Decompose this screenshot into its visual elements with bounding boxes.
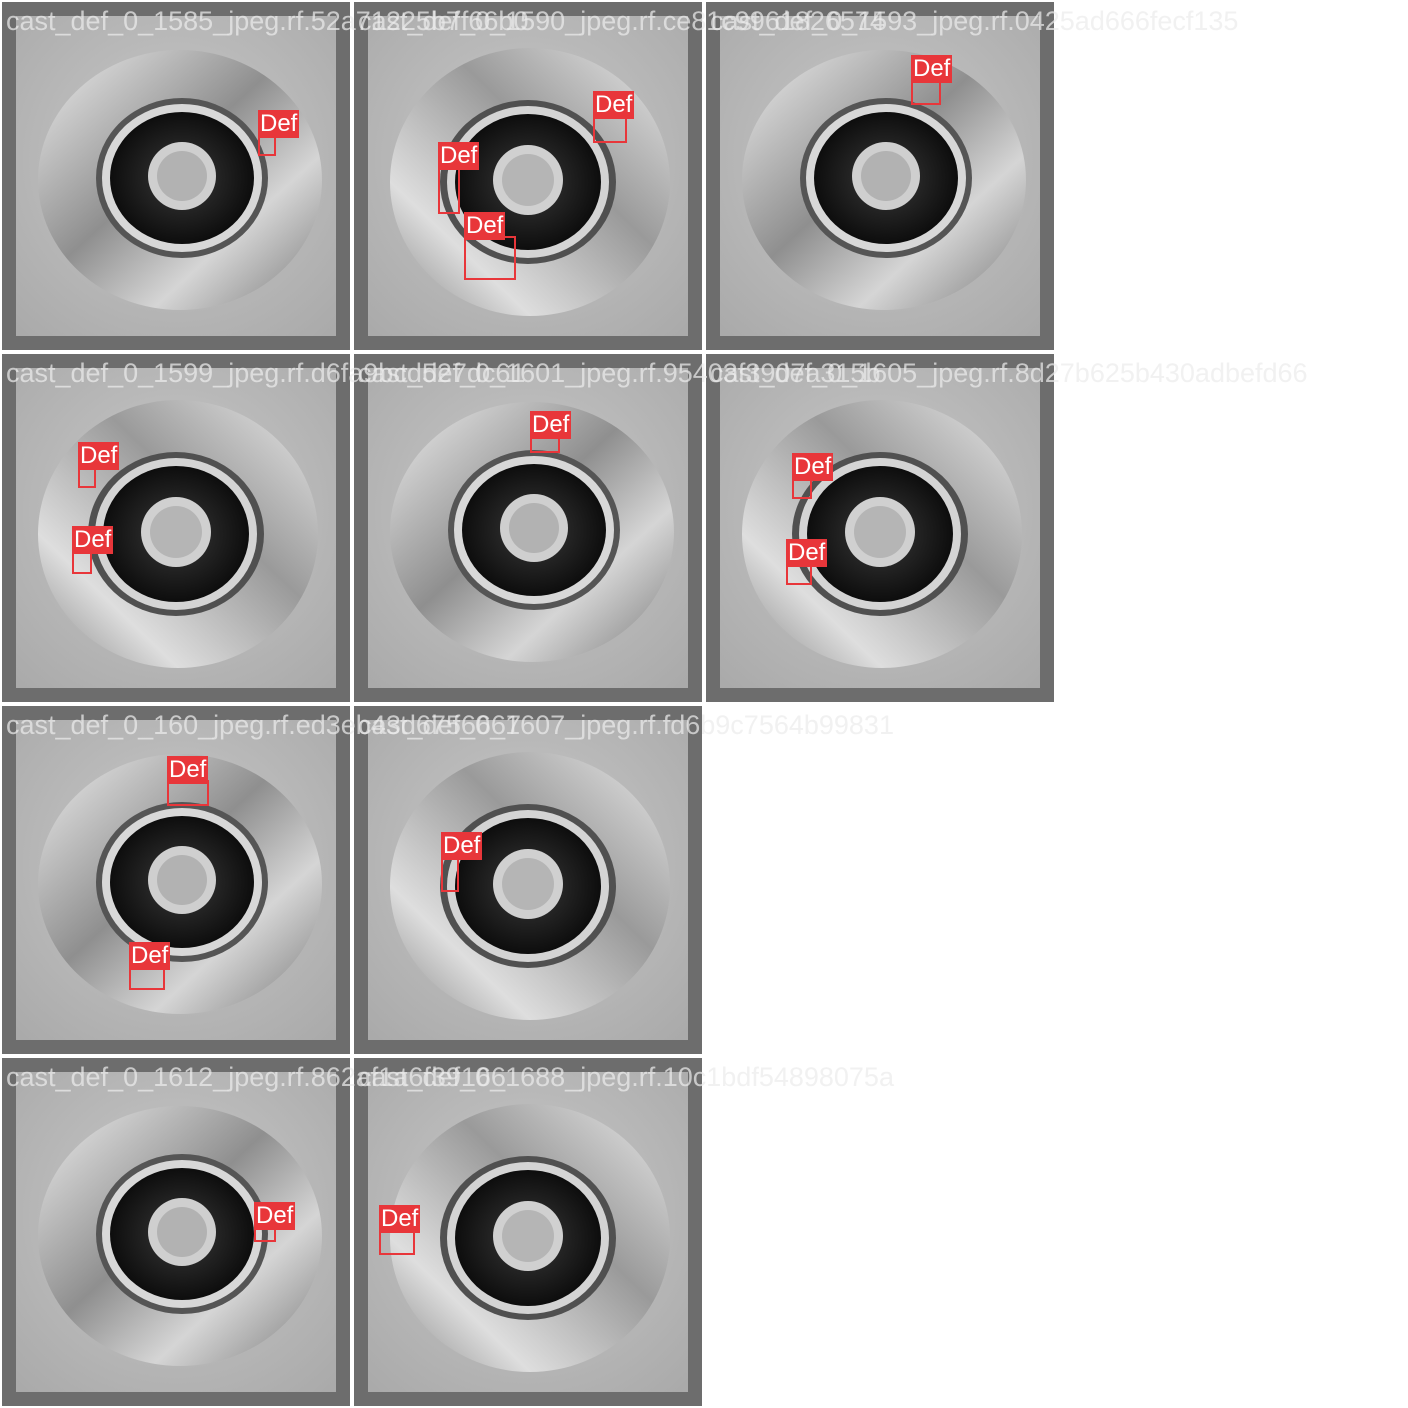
casting-photo	[16, 16, 336, 336]
defect-box[interactable]	[438, 166, 460, 214]
defect-label: Def	[258, 110, 300, 138]
defect-label: Def	[464, 212, 506, 240]
image-tile[interactable]	[706, 354, 1054, 702]
defect-label: Def	[254, 1202, 296, 1230]
casting-photo	[720, 368, 1040, 688]
defect-label: Def	[167, 756, 209, 784]
defect-label: Def	[78, 442, 120, 470]
image-tile[interactable]	[354, 354, 702, 702]
defect-label: Def	[593, 91, 635, 119]
image-tile[interactable]	[354, 2, 702, 350]
image-tile[interactable]	[2, 1058, 350, 1406]
casting-photo	[368, 16, 688, 336]
defect-label: Def	[441, 832, 483, 860]
defect-box[interactable]	[441, 856, 459, 892]
defect-label: Def	[786, 539, 828, 567]
image-tile[interactable]	[2, 354, 350, 702]
casting-photo	[16, 368, 336, 688]
image-tile[interactable]	[706, 2, 1054, 350]
casting-photo	[368, 720, 688, 1040]
defect-label: Def	[129, 942, 171, 970]
defect-label: Def	[530, 411, 572, 439]
casting-photo	[16, 1072, 336, 1392]
defect-box[interactable]	[593, 115, 627, 143]
image-tile[interactable]	[354, 706, 702, 1054]
defect-label: Def	[911, 55, 953, 83]
defect-label: Def	[792, 453, 834, 481]
defect-label: Def	[72, 526, 114, 554]
casting-photo	[368, 368, 688, 688]
casting-photo	[720, 16, 1040, 336]
defect-label: Def	[379, 1205, 421, 1233]
defect-box[interactable]	[464, 236, 516, 280]
image-tile[interactable]	[2, 2, 350, 350]
defect-label: Def	[438, 142, 480, 170]
